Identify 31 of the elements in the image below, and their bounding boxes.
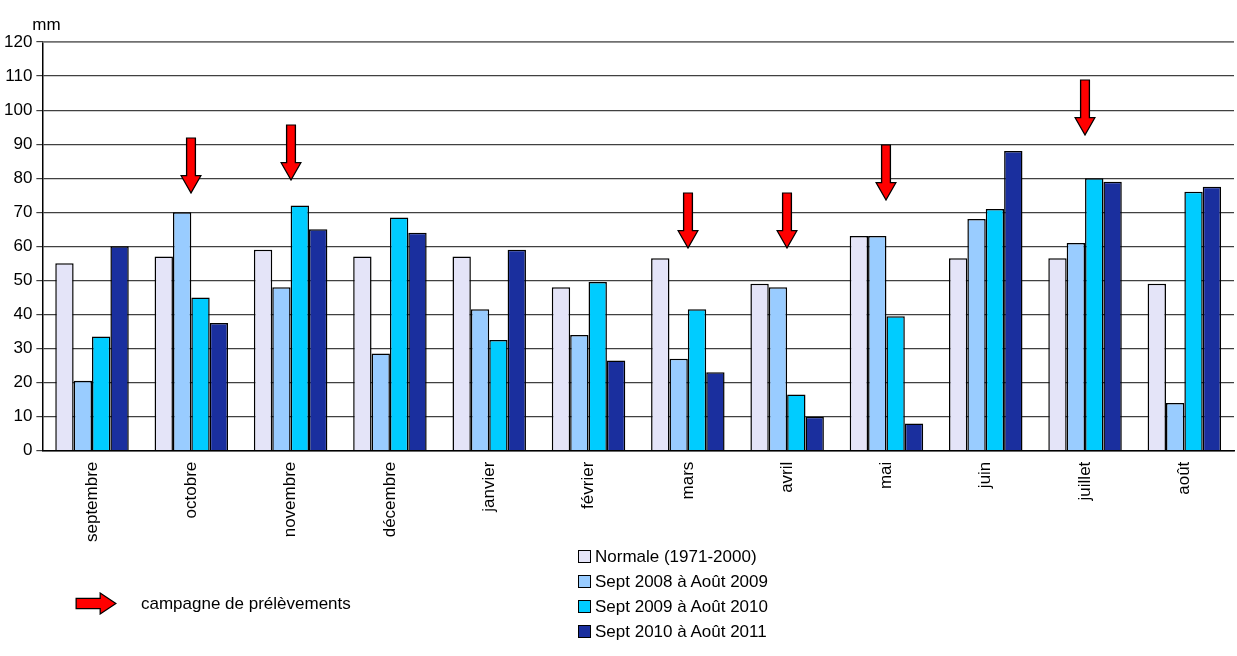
y-axis-title: mm: [32, 15, 61, 35]
y-tick-label: 40: [13, 304, 33, 324]
legend-label: Normale (1971-2000): [595, 546, 757, 568]
x-tick-label: novembre: [280, 461, 300, 538]
x-tick-label: octobre: [181, 461, 201, 519]
x-tick-label: avril: [776, 461, 796, 493]
y-tick-label: 120: [3, 31, 33, 51]
x-tick-label: août: [1174, 461, 1194, 495]
x-tick-label: février: [578, 461, 598, 509]
y-tick-label: 10: [13, 406, 33, 426]
y-tick-label: 0: [22, 440, 33, 460]
x-tick-label: septembre: [81, 461, 101, 543]
y-tick-label: 30: [13, 338, 33, 358]
x-tick-label: juin: [975, 461, 995, 490]
legend-label: Sept 2010 à Août 2011: [595, 621, 767, 643]
y-tick-label: 80: [13, 167, 33, 187]
x-tick-label: mai: [876, 461, 896, 490]
y-tick-label: 50: [13, 270, 33, 290]
y-tick-label: 70: [13, 201, 33, 221]
text: campagne de prélèvements: [141, 593, 351, 614]
x-tick-label: juillet: [1074, 461, 1094, 502]
x-tick-label: janvier: [478, 461, 498, 513]
legend-label: Sept 2008 à Août 2009: [595, 571, 768, 593]
x-tick-label: mars: [677, 461, 697, 500]
y-tick-label: 110: [5, 65, 33, 85]
y-tick-label: 100: [3, 99, 33, 119]
y-tick-label: 90: [13, 133, 33, 153]
x-tick-label: décembre: [379, 461, 399, 538]
y-tick-label: 20: [13, 372, 33, 392]
y-tick-label: 60: [13, 236, 33, 256]
legend-label: Sept 2009 à Août 2010: [595, 596, 768, 618]
